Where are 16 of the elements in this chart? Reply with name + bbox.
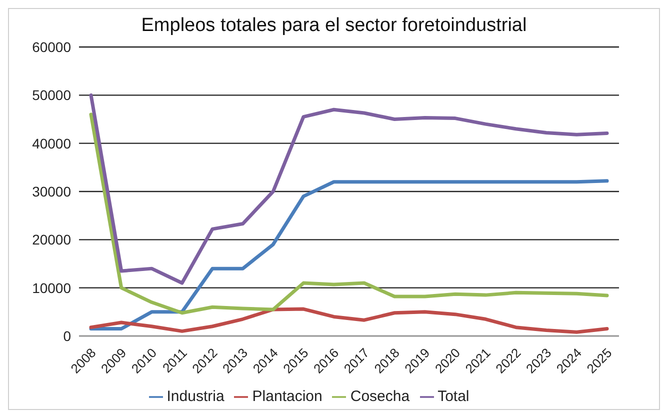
line-series <box>89 179 609 331</box>
line-series <box>89 112 609 315</box>
y-tick-label: 10000 <box>32 280 72 296</box>
y-tick-label: 50000 <box>32 87 72 104</box>
line-series <box>89 307 609 334</box>
legend-label: Plantacion <box>252 388 322 405</box>
y-tick-label: 40000 <box>32 135 72 152</box>
legend-label: Industria <box>166 388 224 405</box>
y-tick-label: 60000 <box>32 38 72 55</box>
y-tick-label: 0 <box>63 328 72 344</box>
line-series <box>89 93 609 285</box>
y-tick-label: 20000 <box>32 232 72 248</box>
legend-label: Cosecha <box>350 388 410 405</box>
legend-label: Total <box>438 388 470 405</box>
y-tick-label: 30000 <box>32 183 72 200</box>
chart-title: Empleos totales para el sector foretoindustrial <box>140 15 528 37</box>
